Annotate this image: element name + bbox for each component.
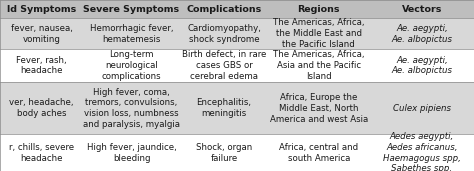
- Bar: [0, 0, 83, 18]
- Bar: [268, 134, 370, 171]
- Text: Severe Symptoms: Severe Symptoms: [83, 5, 180, 14]
- Bar: [268, 0, 370, 18]
- Text: Hemorrhagic fever,
hematemesis: Hemorrhagic fever, hematemesis: [90, 24, 173, 44]
- Text: Ae. aegypti,
Ae. albopictus: Ae. aegypti, Ae. albopictus: [392, 24, 452, 44]
- Bar: [180, 18, 268, 49]
- Bar: [370, 49, 474, 82]
- Text: Long-term
neurological
complications: Long-term neurological complications: [102, 50, 161, 81]
- Bar: [268, 18, 370, 49]
- Bar: [83, 0, 180, 18]
- Bar: [268, 49, 370, 82]
- Text: Shock, organ
failure: Shock, organ failure: [196, 143, 252, 163]
- Bar: [180, 134, 268, 171]
- Bar: [180, 49, 268, 82]
- Text: Encephalitis,
meningitis: Encephalitis, meningitis: [196, 98, 252, 118]
- Bar: [0, 82, 83, 134]
- Text: High fever, coma,
tremors, convulsions,
vision loss, numbness
and paralysis, mya: High fever, coma, tremors, convulsions, …: [83, 88, 180, 129]
- Text: Fever, rash,
headache: Fever, rash, headache: [16, 56, 67, 75]
- Bar: [268, 82, 370, 134]
- Text: Cardiomyopathy,
shock syndrome: Cardiomyopathy, shock syndrome: [187, 24, 261, 44]
- Text: The Americas, Africa,
Asia and the Pacific
Island: The Americas, Africa, Asia and the Pacif…: [273, 50, 365, 81]
- Text: ld Symptoms: ld Symptoms: [7, 5, 76, 14]
- Text: Culex pipiens: Culex pipiens: [393, 104, 451, 113]
- Bar: [370, 0, 474, 18]
- Text: The Americas, Africa,
the Middle East and
the Pacific Island: The Americas, Africa, the Middle East an…: [273, 18, 365, 49]
- Bar: [83, 18, 180, 49]
- Bar: [180, 82, 268, 134]
- Text: Africa, Europe the
Middle East, North
America and west Asia: Africa, Europe the Middle East, North Am…: [270, 93, 368, 124]
- Bar: [0, 49, 83, 82]
- Bar: [83, 82, 180, 134]
- Bar: [370, 18, 474, 49]
- Bar: [180, 0, 268, 18]
- Bar: [0, 134, 83, 171]
- Text: Aedes aegypti,
Aedes africanus,
Haemagogus spp,
Sabethes spp.: Aedes aegypti, Aedes africanus, Haemagog…: [383, 132, 461, 171]
- Text: Vectors: Vectors: [401, 5, 442, 14]
- Text: High fever, jaundice,
bleeding: High fever, jaundice, bleeding: [87, 143, 176, 163]
- Bar: [83, 134, 180, 171]
- Bar: [370, 134, 474, 171]
- Text: Regions: Regions: [298, 5, 340, 14]
- Text: Birth defect, in rare
cases GBS or
cerebral edema: Birth defect, in rare cases GBS or cereb…: [182, 50, 266, 81]
- Bar: [0, 18, 83, 49]
- Text: Ae. aegypti,
Ae. albopictus: Ae. aegypti, Ae. albopictus: [392, 56, 452, 75]
- Text: Africa, central and
south America: Africa, central and south America: [279, 143, 358, 163]
- Text: fever, nausea,
vomiting: fever, nausea, vomiting: [10, 24, 73, 44]
- Bar: [370, 82, 474, 134]
- Bar: [83, 49, 180, 82]
- Text: r, chills, severe
headache: r, chills, severe headache: [9, 143, 74, 163]
- Text: Complications: Complications: [186, 5, 262, 14]
- Text: ver, headache,
body aches: ver, headache, body aches: [9, 98, 74, 118]
